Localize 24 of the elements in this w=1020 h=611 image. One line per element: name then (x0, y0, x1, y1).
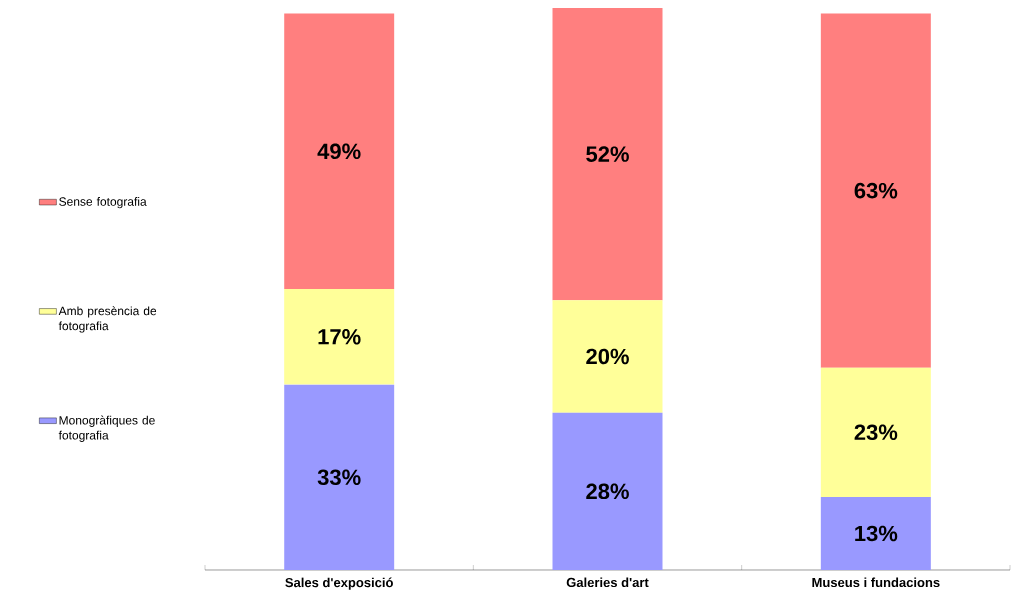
data-label: 13% (855, 525, 898, 542)
data-label: 17% (318, 329, 361, 345)
data-label: 20% (586, 348, 629, 365)
bar (284, 289, 395, 385)
bar (820, 13, 931, 368)
bar (552, 7, 663, 301)
bar (552, 300, 663, 413)
bar (820, 496, 931, 570)
legend-label: Sense fotografia (59, 197, 147, 209)
data-label: 23% (854, 424, 898, 441)
data-label: 28% (586, 483, 629, 500)
data-label: 49% (317, 143, 361, 160)
x-tick-label: Museus i fundacions (812, 577, 940, 588)
bar (284, 384, 395, 570)
bar (820, 367, 931, 497)
data-label: 52% (586, 146, 629, 162)
bar (552, 412, 663, 570)
x-tick-label: Sales d'exposició (285, 577, 393, 590)
legend-label: Monogràfiques de fotografia (58, 415, 155, 442)
x-tick-label: Galeries d'art (566, 577, 649, 588)
data-label: 33% (317, 469, 361, 486)
legend-label: Amb presència de fotografia (58, 306, 157, 333)
bar (284, 13, 395, 289)
data-label: 63% (854, 182, 898, 199)
